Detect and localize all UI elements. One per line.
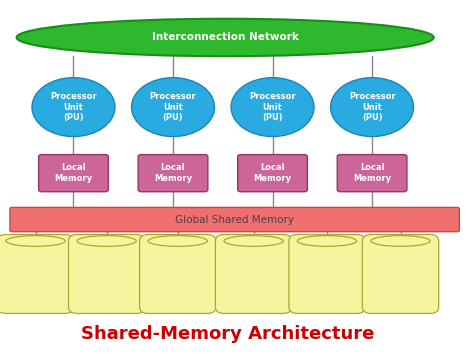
Text: Local
Memory: Local Memory	[353, 164, 391, 183]
Text: Local
Memory: Local Memory	[154, 164, 192, 183]
FancyBboxPatch shape	[0, 235, 73, 313]
Ellipse shape	[6, 236, 65, 246]
FancyBboxPatch shape	[237, 155, 307, 192]
Text: Shared-Memory Architecture: Shared-Memory Architecture	[81, 325, 374, 343]
FancyBboxPatch shape	[69, 235, 145, 313]
Text: Interconnection Network: Interconnection Network	[152, 32, 299, 42]
Text: Local
Memory: Local Memory	[55, 164, 92, 183]
Text: Processor
Unit
(PU): Processor Unit (PU)	[349, 92, 395, 122]
Text: Processor
Unit
(PU): Processor Unit (PU)	[50, 92, 97, 122]
FancyBboxPatch shape	[215, 235, 292, 313]
Ellipse shape	[17, 19, 434, 56]
Text: Local
Memory: Local Memory	[254, 164, 292, 183]
FancyBboxPatch shape	[38, 155, 108, 192]
FancyBboxPatch shape	[138, 155, 208, 192]
Text: Processor
Unit
(PU): Processor Unit (PU)	[150, 92, 196, 122]
Text: Processor
Unit
(PU): Processor Unit (PU)	[249, 92, 296, 122]
FancyBboxPatch shape	[289, 235, 365, 313]
Ellipse shape	[148, 236, 207, 246]
FancyBboxPatch shape	[362, 235, 439, 313]
Text: Global Shared Memory: Global Shared Memory	[175, 215, 294, 225]
Ellipse shape	[224, 236, 283, 246]
Ellipse shape	[231, 78, 314, 137]
Ellipse shape	[131, 78, 214, 137]
Ellipse shape	[371, 236, 430, 246]
Ellipse shape	[77, 236, 137, 246]
Ellipse shape	[32, 78, 115, 137]
FancyBboxPatch shape	[337, 155, 407, 192]
Ellipse shape	[298, 236, 356, 246]
FancyBboxPatch shape	[139, 235, 216, 313]
FancyBboxPatch shape	[10, 207, 459, 232]
Ellipse shape	[331, 78, 413, 137]
